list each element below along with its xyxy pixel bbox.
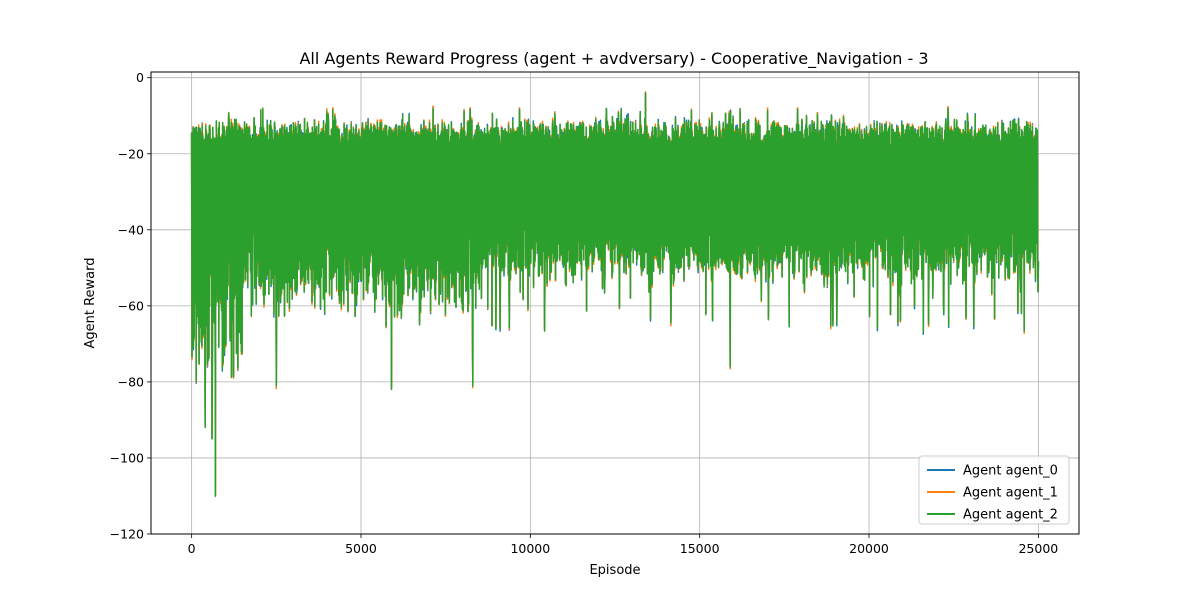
x-axis-label: Episode <box>589 563 640 578</box>
x-axis-ticks: 0 5000 10000 15000 20000 25000 <box>188 534 1058 556</box>
x-tick-label: 5000 <box>345 541 377 556</box>
x-tick-label: 20000 <box>849 541 889 556</box>
legend-label: Agent agent_2 <box>963 508 1058 523</box>
y-tick-label: −120 <box>110 527 144 542</box>
series-line-agent-agent_2 <box>190 92 1040 497</box>
y-tick-label: −60 <box>118 298 144 313</box>
x-tick-label: 10000 <box>510 541 550 556</box>
legend-box <box>918 455 1070 525</box>
y-tick-label: −20 <box>118 146 144 161</box>
legend: Agent agent_0 Agent agent_1 Agent agent_2 <box>918 455 1070 525</box>
chart-title: All Agents Reward Progress (agent + avdv… <box>299 49 928 69</box>
series-lines <box>190 91 1040 497</box>
y-tick-label: −80 <box>118 374 144 389</box>
y-axis-ticks: 0 −20 −40 −60 −80 −100 −120 <box>110 70 151 542</box>
legend-label: Agent agent_0 <box>963 464 1058 479</box>
x-tick-label: 15000 <box>680 541 720 556</box>
x-tick-label: 0 <box>188 541 196 556</box>
plot-frame <box>150 71 1080 535</box>
y-tick-label: −100 <box>110 450 144 465</box>
legend-label: Agent agent_1 <box>963 486 1058 501</box>
y-axis-label: Agent Reward <box>83 257 98 348</box>
x-tick-label: 25000 <box>1018 541 1058 556</box>
y-tick-label: −40 <box>118 222 144 237</box>
y-tick-label: 0 <box>136 70 144 85</box>
